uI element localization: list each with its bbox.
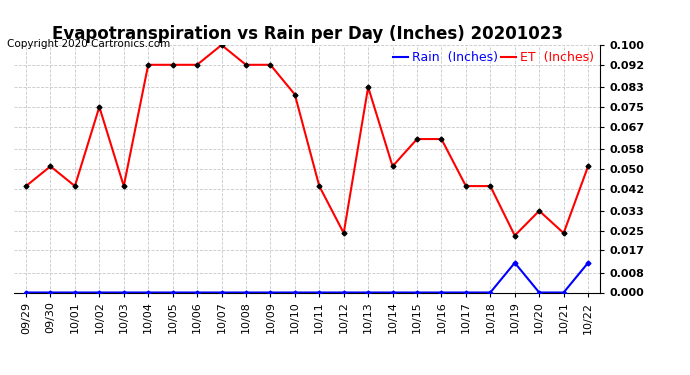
Legend: Rain  (Inches), ET  (Inches): Rain (Inches), ET (Inches) — [393, 51, 594, 64]
Text: Copyright 2020 Cartronics.com: Copyright 2020 Cartronics.com — [7, 39, 170, 50]
Title: Evapotranspiration vs Rain per Day (Inches) 20201023: Evapotranspiration vs Rain per Day (Inch… — [52, 26, 562, 44]
